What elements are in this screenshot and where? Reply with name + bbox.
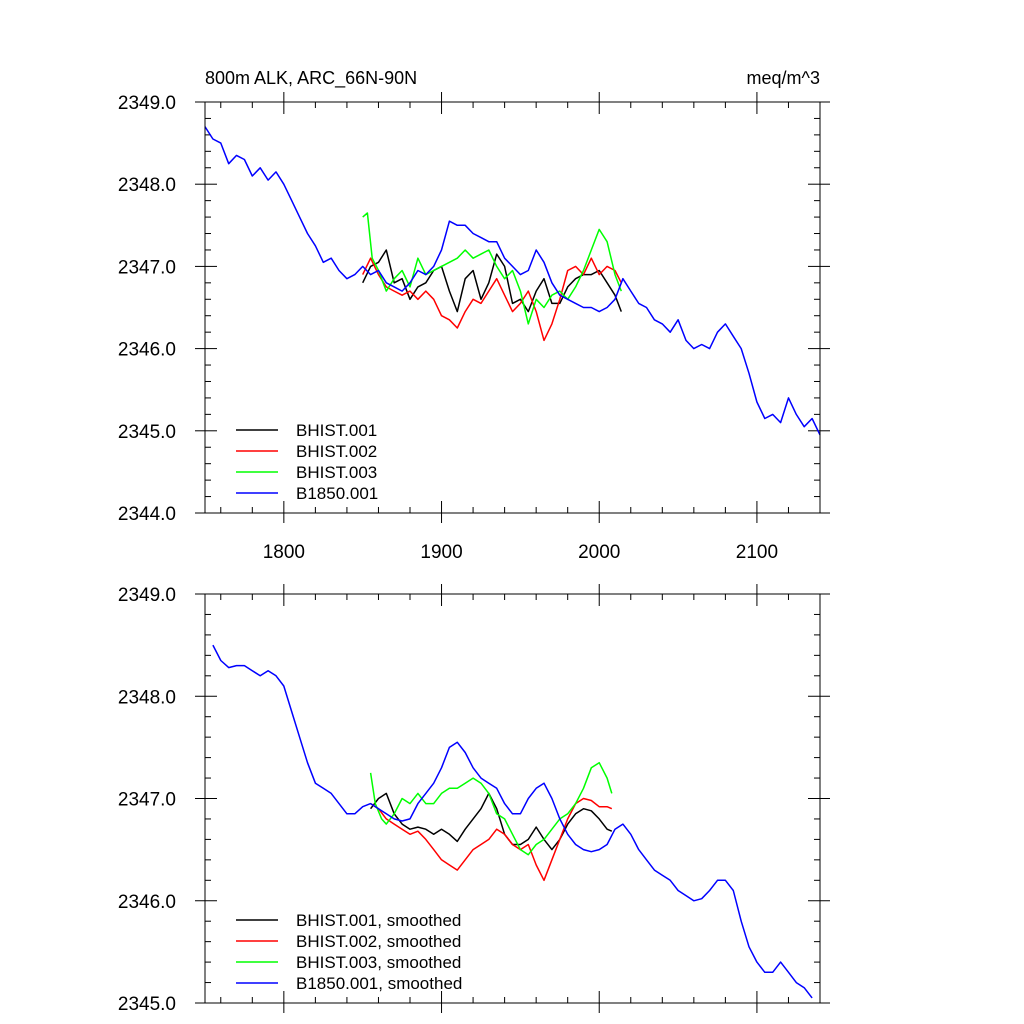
y-tick-label: 2347.0	[118, 257, 176, 278]
y-tick-label: 2349.0	[118, 585, 176, 606]
legend-label: BHIST.002	[296, 442, 377, 461]
legend-label: BHIST.003, smoothed	[296, 953, 461, 972]
x-tick-labels: 1800 1900 2000 2100	[263, 542, 778, 563]
y-tick-labels: 2344.0 2345.0 2346.0 2347.0 2348.0 2349.0	[118, 93, 176, 525]
legend: BHIST.001 BHIST.002 BHIST.003 B1850.001	[236, 421, 378, 503]
y-tick-label: 2347.0	[118, 790, 176, 811]
series-line-b1850-001	[204, 126, 821, 436]
y-tick-label: 2348.0	[118, 175, 176, 196]
legend-label: BHIST.002, smoothed	[296, 932, 461, 951]
y-tick-labels: 2345.0 2346.0 2347.0 2348.0 2349.0	[118, 585, 176, 1015]
y-tick-label: 2345.0	[118, 422, 176, 443]
x-tick-label: 2100	[736, 542, 778, 563]
legend-label: BHIST.001, smoothed	[296, 911, 461, 930]
y-tick-label: 2346.0	[118, 892, 176, 913]
plot-frame	[204, 593, 821, 1004]
series-line-bhist-002	[362, 257, 622, 342]
legend-label: BHIST.003	[296, 463, 377, 482]
bottom-panel: 2345.0 2346.0 2347.0 2348.0 2349.0 BHIST.001…	[118, 584, 830, 1015]
plot-area	[204, 126, 821, 436]
plot-frame	[204, 101, 821, 514]
x-tick-label: 1800	[263, 542, 305, 563]
plot-area	[212, 644, 813, 999]
legend-label: BHIST.001	[296, 421, 377, 440]
x-tick-label: 2000	[578, 542, 620, 563]
y-tick-label: 2345.0	[118, 994, 176, 1015]
y-tick-label: 2346.0	[118, 340, 176, 361]
series-line-bhist-001	[362, 249, 623, 313]
y-tick-label: 2349.0	[118, 93, 176, 114]
legend: BHIST.001, smoothed BHIST.002, smoothed BH…	[236, 911, 462, 993]
legend-label: B1850.001	[296, 484, 378, 503]
y-tick-label: 2344.0	[118, 504, 176, 525]
series-line-bhist-001-smoothed	[370, 792, 613, 851]
y-tick-label: 2348.0	[118, 687, 176, 708]
tick-group	[195, 584, 830, 1013]
series-line-bhist-002-smoothed	[370, 797, 613, 882]
x-tick-label: 1900	[420, 542, 462, 563]
series-line-bhist-003-smoothed	[369, 761, 613, 856]
series-line-b1850-001-smoothed	[212, 644, 813, 999]
series-line-bhist-003	[362, 212, 623, 325]
top-panel: 800m ALK, ARC_66N-90N meq/m^3 2344.0 2345…	[118, 68, 830, 563]
panel-title-right: meq/m^3	[747, 68, 820, 88]
legend-label: B1850.001, smoothed	[296, 974, 462, 993]
panel-title-left: 800m ALK, ARC_66N-90N	[205, 68, 417, 89]
tick-group	[195, 92, 830, 523]
